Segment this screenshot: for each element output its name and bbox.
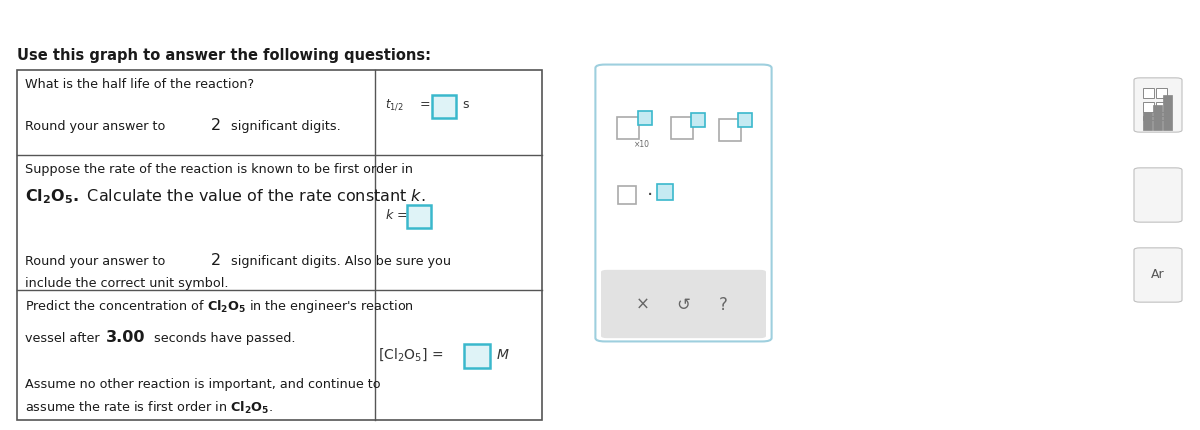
Bar: [1163, 95, 1172, 130]
Text: ↺: ↺: [676, 296, 690, 314]
Text: Predict the concentration of $\mathbf{Cl_2O_5}$ in the engineer's reaction: Predict the concentration of $\mathbf{Cl…: [25, 298, 414, 315]
Bar: [1142, 116, 1169, 120]
Bar: [638, 111, 652, 125]
Bar: [1156, 102, 1166, 112]
Bar: [464, 344, 490, 368]
Text: significant digits. Also be sure you: significant digits. Also be sure you: [227, 255, 451, 268]
Text: 2: 2: [211, 118, 221, 133]
Text: =: =: [420, 98, 431, 111]
Bar: [658, 184, 673, 200]
Text: include the correct unit symbol.: include the correct unit symbol.: [25, 277, 228, 290]
Text: ·: ·: [647, 187, 653, 206]
Text: ?: ?: [719, 296, 727, 314]
Text: Ar: Ar: [1151, 268, 1165, 282]
Text: ×10: ×10: [634, 140, 650, 149]
Text: $t_{1/2}$: $t_{1/2}$: [385, 98, 403, 112]
Text: Use this graph to answer the following questions:: Use this graph to answer the following q…: [17, 48, 431, 63]
Text: What is the half life of the reaction?: What is the half life of the reaction?: [25, 78, 254, 91]
Text: Round your answer to: Round your answer to: [25, 255, 169, 268]
Text: ×: ×: [636, 296, 650, 314]
Text: 3.00: 3.00: [106, 330, 145, 345]
Bar: [432, 95, 456, 118]
FancyBboxPatch shape: [1134, 168, 1182, 222]
Text: seconds have passed.: seconds have passed.: [150, 332, 295, 345]
Bar: [719, 119, 742, 141]
Text: $M$: $M$: [496, 348, 510, 362]
Bar: [691, 113, 706, 127]
Bar: [1156, 88, 1166, 98]
FancyBboxPatch shape: [595, 64, 772, 341]
FancyBboxPatch shape: [1134, 78, 1182, 132]
Text: Round your answer to: Round your answer to: [25, 120, 169, 133]
Bar: [1142, 88, 1154, 98]
Text: 2: 2: [211, 253, 221, 268]
Bar: [671, 117, 694, 139]
Text: Suppose the rate of the reaction is known to be first order in: Suppose the rate of the reaction is know…: [25, 163, 413, 176]
Text: $\left[\mathrm{Cl_2O_5}\right]$ =: $\left[\mathrm{Cl_2O_5}\right]$ =: [378, 347, 443, 363]
Text: significant digits.: significant digits.: [227, 120, 341, 133]
Bar: [17, 70, 542, 420]
Text: $\mathbf{Cl_2O_5}$$\mathbf{.}$ Calculate the value of the rate constant $\mathit: $\mathbf{Cl_2O_5}$$\mathbf{.}$ Calculate…: [25, 187, 426, 206]
Bar: [1153, 105, 1162, 130]
Text: Assume no other reaction is important, and continue to: Assume no other reaction is important, a…: [25, 378, 380, 391]
Bar: [617, 117, 640, 139]
Bar: [1142, 112, 1152, 130]
Text: assume the rate is first order in $\mathbf{Cl_2O_5}$.: assume the rate is first order in $\math…: [25, 400, 274, 416]
Bar: [738, 113, 752, 127]
Text: s: s: [462, 98, 468, 111]
Bar: [618, 186, 636, 204]
FancyBboxPatch shape: [601, 270, 766, 338]
Bar: [407, 205, 431, 228]
Text: vessel after: vessel after: [25, 332, 103, 345]
Text: $k$ =: $k$ =: [385, 208, 408, 222]
FancyBboxPatch shape: [1134, 248, 1182, 302]
Bar: [1142, 102, 1154, 112]
